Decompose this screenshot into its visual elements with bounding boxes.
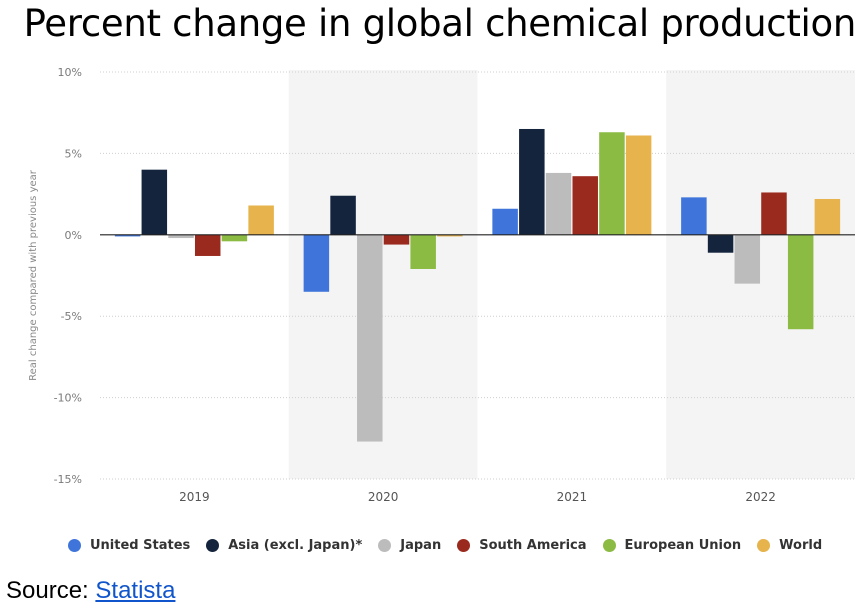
bar[interactable] [330, 195, 356, 235]
legend-marker-icon [378, 538, 392, 552]
bar[interactable] [707, 234, 734, 253]
legend-item[interactable]: Asia (excl. Japan)* [206, 538, 362, 553]
legend-marker-icon [602, 538, 616, 552]
y-tick-label: 10% [58, 66, 82, 79]
bar[interactable] [814, 198, 841, 235]
bar[interactable] [599, 132, 625, 235]
legend-item[interactable]: Japan [378, 538, 441, 553]
bar[interactable] [681, 197, 707, 235]
bar[interactable] [248, 205, 274, 235]
bar[interactable] [437, 234, 463, 237]
legend-label: World [779, 537, 823, 553]
bar[interactable] [383, 234, 410, 245]
bar[interactable] [734, 234, 761, 284]
x-tick-label: 2020 [368, 490, 399, 504]
bar[interactable] [787, 234, 814, 330]
y-axis-label: Real change compared with previous year [28, 169, 39, 381]
chart-title: Percent change in global chemical produc… [23, 2, 857, 45]
y-tick-label: -5% [61, 310, 82, 323]
legend-marker-icon [757, 538, 771, 552]
legend-marker-icon [206, 538, 220, 552]
y-tick-label: -15% [54, 473, 82, 486]
source-link[interactable]: Statista [95, 577, 176, 604]
bar[interactable] [519, 128, 545, 235]
legend-item[interactable]: World [757, 538, 822, 553]
bar[interactable] [761, 192, 787, 235]
legend-item[interactable]: European Union [602, 537, 742, 553]
legend-marker-icon [68, 538, 81, 552]
legend-label: United States [90, 537, 191, 553]
legend-marker-icon [457, 538, 471, 552]
y-tick-label: 0% [65, 229, 82, 242]
legend-item[interactable]: United States [68, 538, 190, 553]
x-tick-label: 2019 [179, 490, 210, 504]
category-band [666, 70, 855, 479]
bar[interactable] [303, 234, 330, 292]
bar[interactable] [572, 176, 598, 235]
bar[interactable] [194, 234, 221, 256]
x-tick-label: 2022 [745, 490, 776, 504]
legend-label: South America [479, 537, 587, 553]
bar[interactable] [141, 169, 168, 235]
bar[interactable] [168, 234, 194, 239]
bar[interactable] [545, 172, 572, 235]
chart-legend: United States Asia (excl. Japan)* Japan Sou… [68, 535, 838, 555]
bar[interactable] [410, 234, 436, 269]
legend-label: Asia (excl. Japan)* [228, 537, 363, 553]
bar[interactable] [114, 234, 141, 237]
legend-label: Japan [400, 537, 442, 553]
bar[interactable] [357, 234, 383, 442]
legend-item[interactable]: South America [457, 537, 587, 553]
source-prefix: Source: [6, 577, 96, 604]
x-tick-label: 2021 [557, 490, 588, 504]
y-tick-label: 5% [65, 147, 82, 160]
source-line: Source: Statista [6, 577, 175, 605]
bar[interactable] [625, 135, 652, 235]
bar[interactable] [221, 234, 248, 242]
legend-label: European Union [624, 537, 742, 553]
bar-chart: 10% 5% 0% -5% -10% -15% Real change compared w… [28, 66, 855, 504]
y-tick-label: -10% [54, 392, 82, 405]
bar[interactable] [492, 208, 518, 235]
